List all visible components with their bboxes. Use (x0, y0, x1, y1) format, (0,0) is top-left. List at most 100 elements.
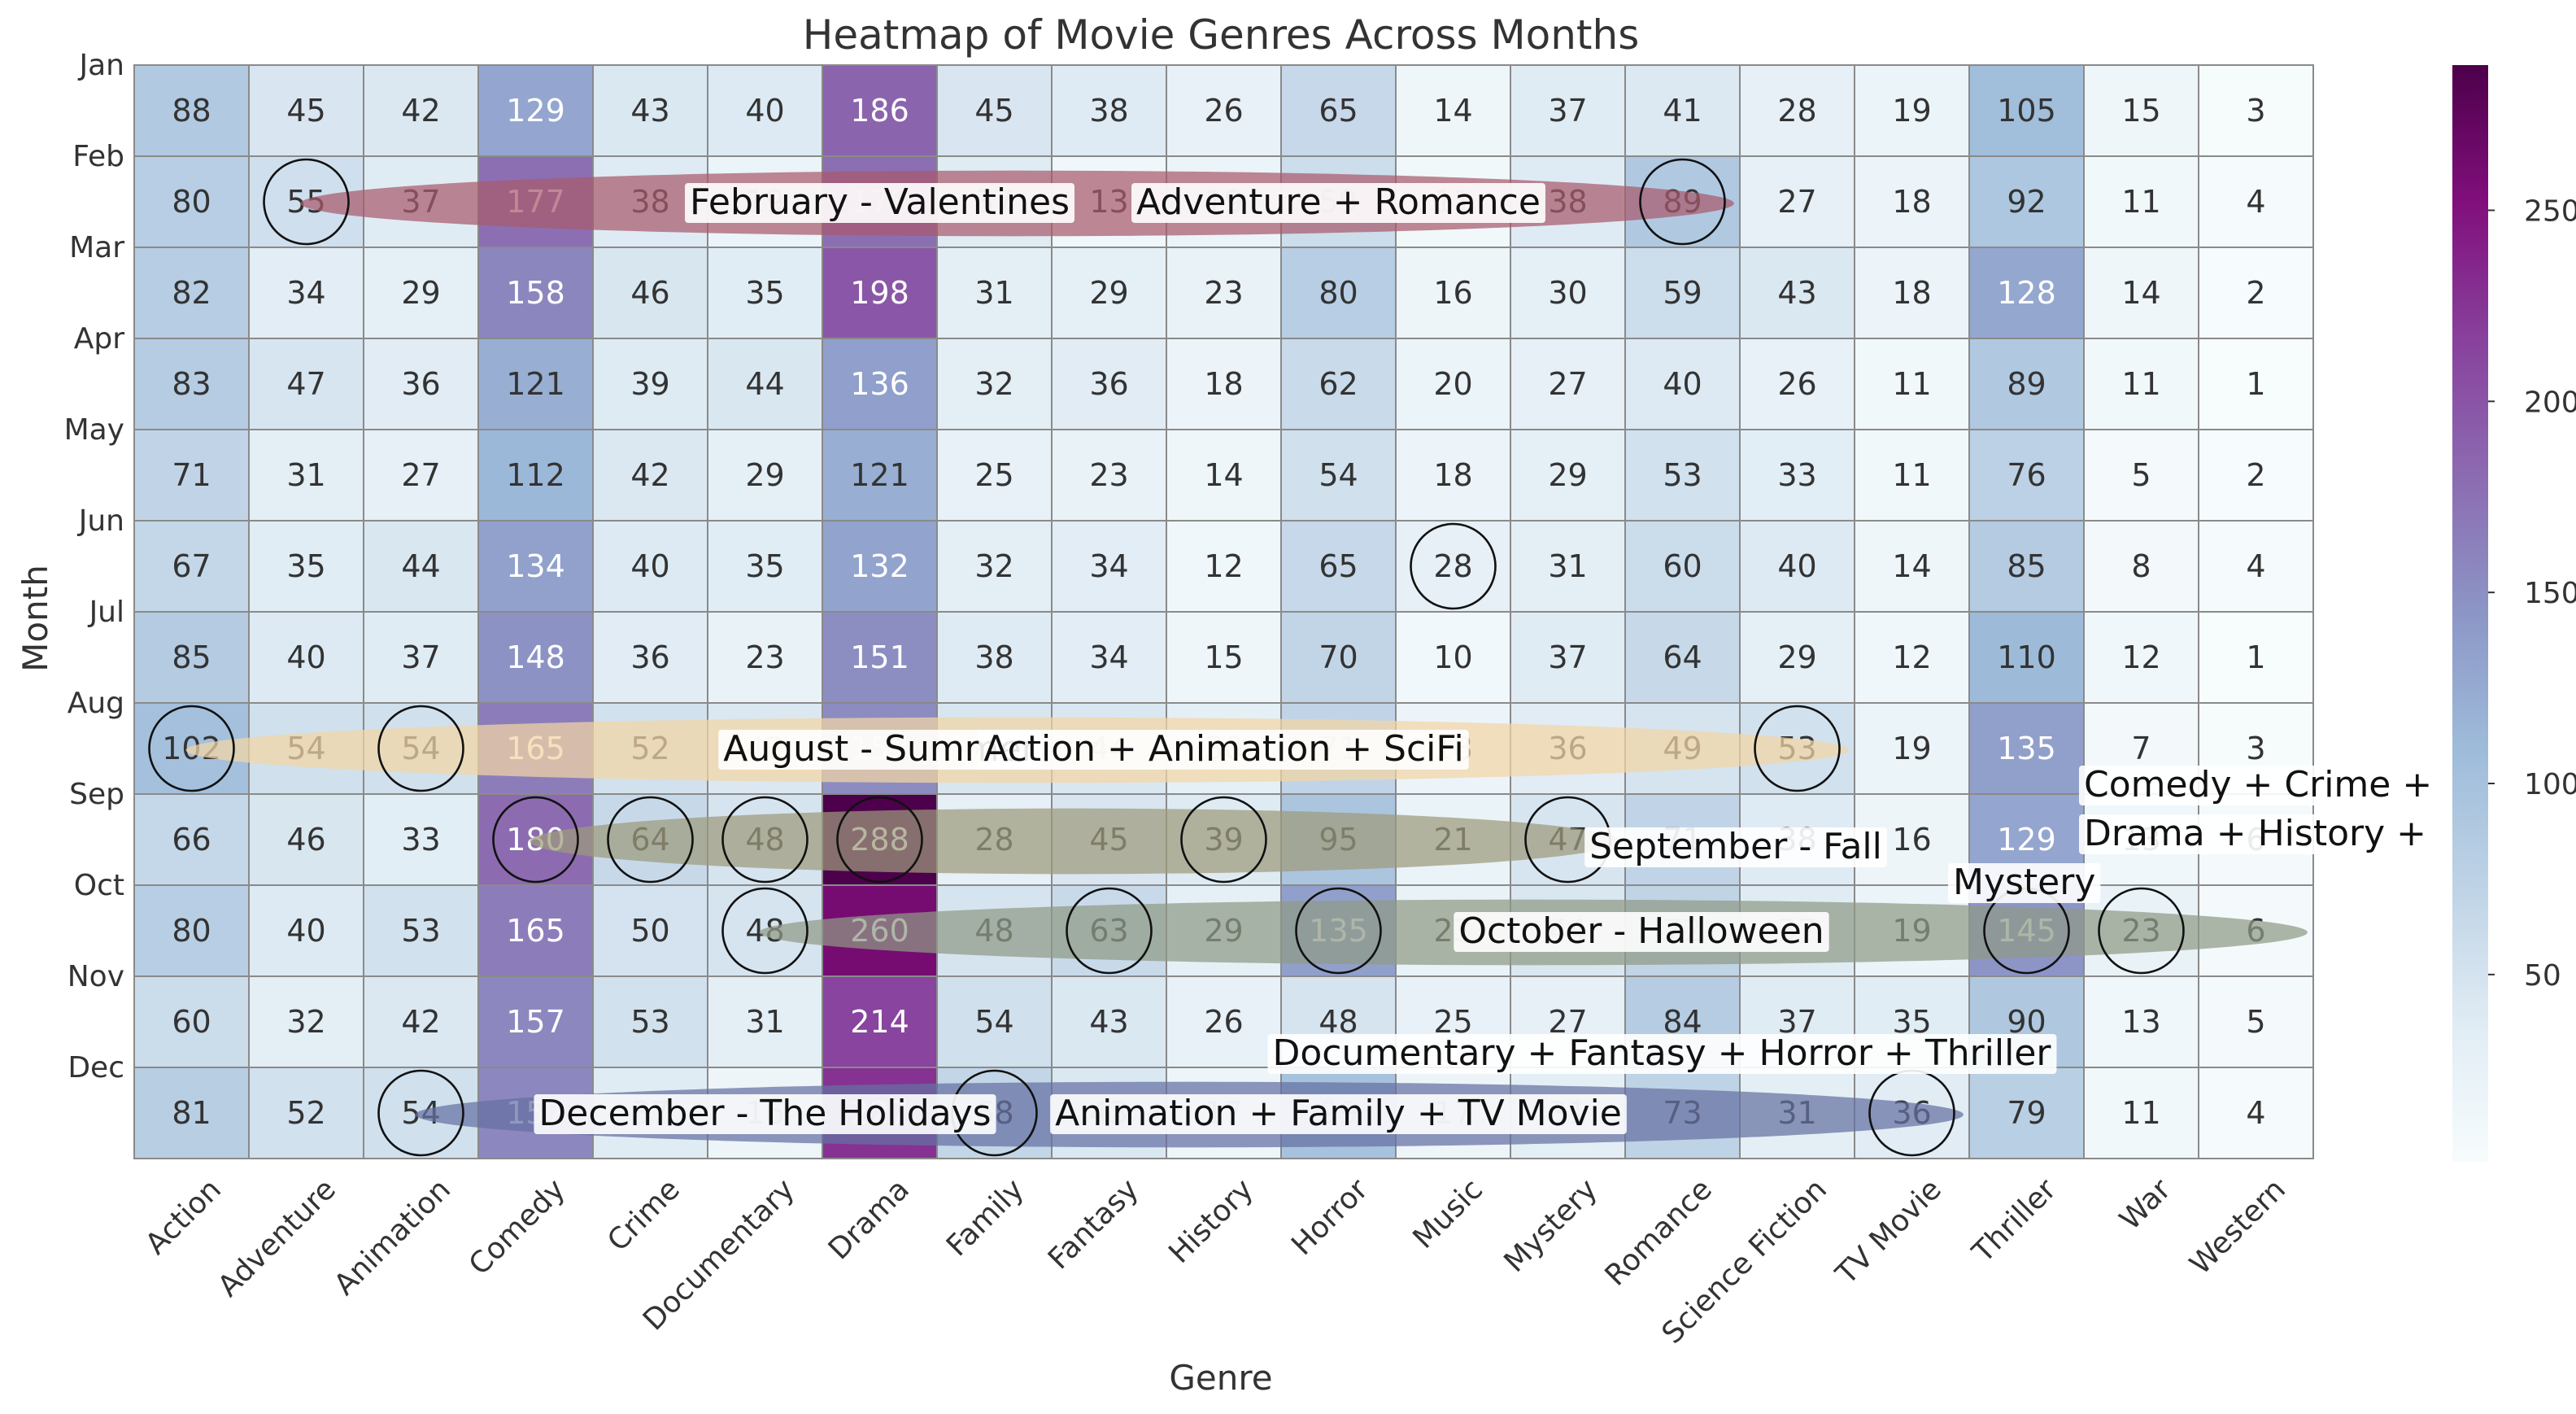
heatmap-cell (1510, 429, 1626, 522)
cell-value-label: 198 (850, 275, 909, 311)
x-tick-label: Horror (1285, 1172, 1375, 1262)
cell-value-label: 53 (1663, 457, 1702, 493)
annotation: Adventure + Romance (1131, 181, 1545, 223)
x-tick-label: Crime (601, 1172, 686, 1258)
heatmap-cell (1051, 338, 1167, 430)
cell-value-label: 82 (172, 275, 211, 311)
heatmap-cell (822, 338, 938, 430)
cell-value-label: 151 (850, 639, 909, 675)
cell-value-label: 32 (974, 366, 1013, 402)
cell-value-label: 14 (1204, 457, 1243, 493)
cell-value-label: 19 (1892, 731, 1931, 766)
heatmap-cell (248, 793, 364, 886)
heatmap-cell (1854, 611, 1970, 704)
colorbar-ticks: 50 100 150 200 250 (2488, 194, 2576, 993)
heatmap-cell (133, 611, 250, 704)
cell-value-label: 35 (745, 548, 784, 584)
cell-value-label: 35 (286, 548, 325, 584)
y-axis-label: Month (15, 565, 55, 672)
y-tick-label: Sep (69, 778, 124, 811)
annotation: October - Halloween (1454, 910, 1829, 952)
heatmap-cell (936, 429, 1053, 522)
annotation: Animation + Family + TV Movie (1050, 1093, 1627, 1134)
heatmap-cell (1739, 520, 1855, 613)
cell-value-label: 40 (1777, 548, 1816, 584)
annotation-background (1267, 1034, 2057, 1074)
cell-value-label: 3 (2246, 731, 2265, 766)
cell-value-label: 44 (745, 366, 784, 402)
cell-value-label: 158 (506, 275, 565, 311)
cell-value-label: 135 (1997, 731, 2056, 766)
cell-value-label: 134 (506, 548, 565, 584)
cell-value-label: 70 (1319, 639, 1358, 675)
annotation-background (1948, 863, 2101, 903)
x-tick-label: Thriller (1966, 1172, 2063, 1269)
cell-value-label: 18 (1892, 275, 1931, 311)
heatmap-cell (2198, 64, 2314, 157)
cell-value-label: 35 (1892, 1004, 1931, 1040)
cell-value-label: 31 (745, 1004, 784, 1040)
cell-value-label: 54 (1319, 457, 1358, 493)
annotation-labels: February - Valentines Adventure + Romance… (534, 181, 2438, 1134)
highlight-circle (721, 796, 809, 884)
heatmap-cell (1854, 702, 1970, 795)
heatmap-cell (248, 1067, 364, 1159)
y-tick-label: Oct (74, 869, 124, 902)
heatmap-cell (1510, 338, 1626, 430)
heatmap-cell (248, 64, 364, 157)
cell-value-label: 83 (172, 366, 211, 402)
cell-value-label: 32 (974, 548, 1013, 584)
heatmap-cell (248, 520, 364, 613)
annotation: February - Valentines (684, 181, 1075, 223)
heatmap-cell (477, 338, 594, 430)
cell-value-label: 23 (1204, 275, 1243, 311)
cell-value-label: 13 (2121, 1004, 2160, 1040)
heatmap-cell (2198, 975, 2314, 1068)
heatmap-cell (2083, 611, 2199, 704)
heatmap-cell (1395, 520, 1511, 613)
colorbar-tick-label: 250 (2524, 194, 2576, 228)
cell-value-label: 186 (850, 93, 909, 129)
x-tick-label: Drama (822, 1172, 916, 1266)
heatmap-cell (1051, 247, 1167, 339)
cell-value-label: 80 (1319, 275, 1358, 311)
heatmap-cell (1051, 975, 1167, 1068)
cell-value-label: 1 (2246, 639, 2265, 675)
heatmap-cell (707, 429, 823, 522)
x-tick-label: Fantasy (1042, 1172, 1145, 1276)
heatmap-cell (2198, 338, 2314, 430)
annotation-background (2079, 814, 2431, 854)
y-tick-label: May (64, 413, 124, 447)
cell-value-label: 33 (401, 822, 440, 858)
heatmap-cell (592, 884, 708, 977)
cell-value-label: 42 (630, 457, 669, 493)
heatmap-cell (1739, 429, 1855, 522)
cell-value-label: 10 (1433, 639, 1472, 675)
highlight-circle (2098, 887, 2185, 975)
heatmap-cell (936, 611, 1053, 704)
x-tick-label: Adventure (211, 1172, 342, 1303)
highlight-circle (263, 158, 350, 246)
heatmap-cell (2083, 1067, 2199, 1159)
heatmap-cell (363, 429, 479, 522)
cell-value-label: 105 (1997, 93, 2056, 129)
cell-value-label: 26 (1204, 93, 1243, 129)
cell-value-label: 36 (1089, 366, 1128, 402)
heatmap-cell (1968, 155, 2085, 248)
x-tick-label: Family (940, 1172, 1031, 1263)
x-tick-label: Comedy (463, 1172, 572, 1281)
heatmap-cell (822, 247, 938, 339)
heatmap-cell (1280, 247, 1397, 339)
cell-value-label: 1 (2246, 366, 2265, 402)
heatmap-cell (592, 429, 708, 522)
heatmap-cell (363, 64, 479, 157)
heatmap-cell (477, 884, 594, 977)
colorbar-tick-label: 50 (2524, 959, 2561, 993)
y-tick-label: Jun (77, 504, 124, 538)
cell-value-label: 88 (172, 93, 211, 129)
cell-value-label: 7 (2131, 731, 2151, 766)
cell-value-label: 46 (286, 822, 325, 858)
cell-value-label: 80 (172, 913, 211, 949)
cell-value-label: 29 (1777, 639, 1816, 675)
